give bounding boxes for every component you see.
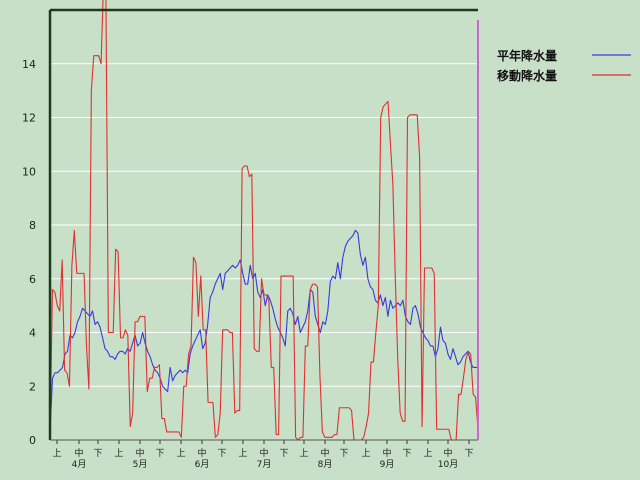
x-month-label: 9月 <box>380 459 395 470</box>
y-tick-label: 4 <box>29 327 36 340</box>
y-tick-labels: 0 2 4 6 8 10 12 14 <box>22 58 36 447</box>
x-period-label: 中 <box>135 447 144 459</box>
x-period-label: 下 <box>339 449 348 459</box>
x-period-label: 中 <box>382 447 391 459</box>
x-month-label: 4月 <box>72 459 87 470</box>
x-period-label: 上 <box>176 448 185 459</box>
x-period-label: 上 <box>238 448 247 459</box>
legend-label-moving: 移動降水量 <box>497 68 557 83</box>
x-month-label: 6月 <box>195 459 210 470</box>
x-period-label: 下 <box>279 449 288 459</box>
y-tick-label: 2 <box>29 380 36 393</box>
x-period-label: 中 <box>259 447 268 459</box>
grid-lines <box>50 63 478 387</box>
x-period-label: 中 <box>320 447 329 459</box>
x-period-label: 下 <box>155 449 164 459</box>
x-period-label: 上 <box>361 448 370 459</box>
x-month-label: 7月 <box>257 459 272 470</box>
series-lines <box>49 0 479 441</box>
y-tick-label: 6 <box>29 273 36 286</box>
x-period-label: 中 <box>197 447 206 459</box>
legend-label-normal: 平年降水量 <box>497 48 557 63</box>
y-tick-label: 0 <box>29 434 36 447</box>
x-period-label: 上 <box>114 448 123 459</box>
y-tick-label: 14 <box>22 58 36 71</box>
y-tick-label: 10 <box>22 165 36 178</box>
series-line-0 <box>49 229 478 432</box>
x-month-label: 5月 <box>133 459 148 470</box>
x-period-label: 上 <box>52 448 61 459</box>
x-month-label: 10月 <box>438 459 458 470</box>
x-period-label: 下 <box>217 449 226 459</box>
y-tick-label: 12 <box>22 112 36 125</box>
x-period-label: 下 <box>464 449 473 459</box>
x-period-label: 下 <box>93 449 102 459</box>
x-period-label: 下 <box>402 449 411 459</box>
y-tick-label: 8 <box>29 219 36 232</box>
x-period-label: 中 <box>443 447 452 459</box>
series-line-1 <box>49 0 479 441</box>
x-month-label: 8月 <box>318 459 333 470</box>
legend: 平年降水量 移動降水量 <box>497 48 631 83</box>
x-period-label: 中 <box>74 447 83 459</box>
x-period-label: 上 <box>423 448 432 459</box>
plot-frame <box>48 8 479 441</box>
x-period-label: 上 <box>299 448 308 459</box>
x-tick-labels: 上中下上中下上中下上中下上中下上中下上中下4月 5月 6月 7月 8月 9月 10月 <box>52 440 474 470</box>
